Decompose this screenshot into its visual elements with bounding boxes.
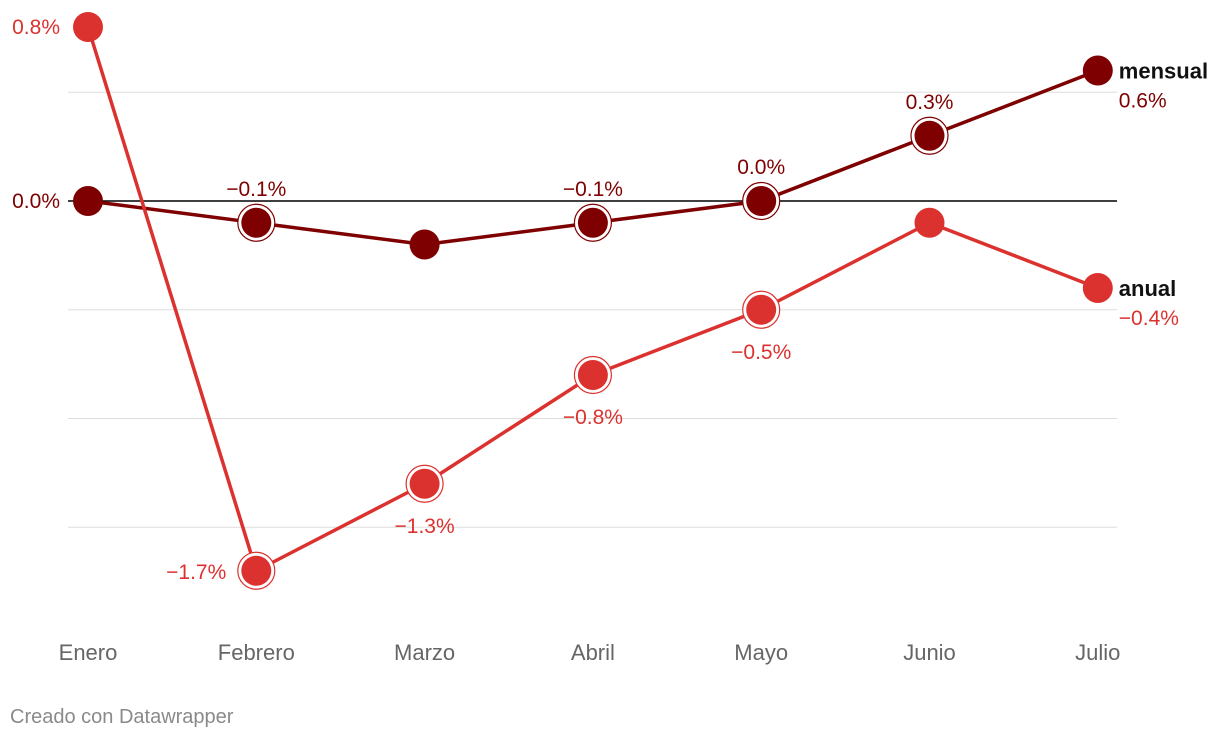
data-label-anual: −1.7% — [166, 561, 226, 584]
data-point-mensual — [914, 120, 945, 151]
series-name-label: mensual — [1119, 59, 1208, 84]
data-label-anual: 0.8% — [12, 16, 60, 39]
series-name-label: anual — [1119, 276, 1176, 301]
x-tick-label: Abril — [571, 640, 615, 665]
data-point-mensual — [577, 207, 608, 238]
data-label-mensual: 0.6% — [1119, 90, 1167, 113]
data-point-mensual — [746, 186, 777, 216]
x-tick-label: Febrero — [218, 640, 295, 665]
data-label-mensual: 0.0% — [12, 190, 60, 213]
data-point-anual — [409, 468, 440, 499]
data-point-mensual — [409, 229, 440, 260]
x-tick-label: Julio — [1075, 640, 1120, 665]
x-tick-label: Enero — [59, 640, 118, 665]
x-tick-label: Marzo — [394, 640, 455, 665]
x-tick-label: Junio — [903, 640, 956, 665]
data-label-mensual: −0.1% — [226, 178, 286, 201]
data-label-mensual: 0.3% — [906, 91, 954, 114]
line-chart: Enero Febrero Marzo Abril Mayo Junio Julio 0.0%… — [12, 12, 1208, 665]
data-point-anual — [914, 207, 945, 238]
data-point-anual — [241, 555, 272, 586]
data-label-anual: −1.3% — [395, 515, 455, 538]
credit-text: Creado con Datawrapper — [10, 706, 234, 728]
data-point-anual — [746, 294, 777, 325]
data-label-anual: −0.4% — [1119, 307, 1179, 330]
data-label-anual: −0.5% — [731, 341, 791, 364]
data-point-mensual — [241, 207, 272, 238]
data-point-mensual — [73, 186, 103, 216]
x-tick-label: Mayo — [734, 640, 788, 665]
data-point-mensual — [1082, 55, 1113, 86]
data-label-mensual: −0.1% — [563, 178, 623, 201]
data-label-anual: −0.8% — [563, 406, 623, 429]
data-point-anual — [577, 360, 608, 390]
data-point-anual — [1082, 273, 1113, 303]
data-label-mensual: 0.0% — [737, 156, 785, 179]
data-point-anual — [73, 12, 103, 42]
